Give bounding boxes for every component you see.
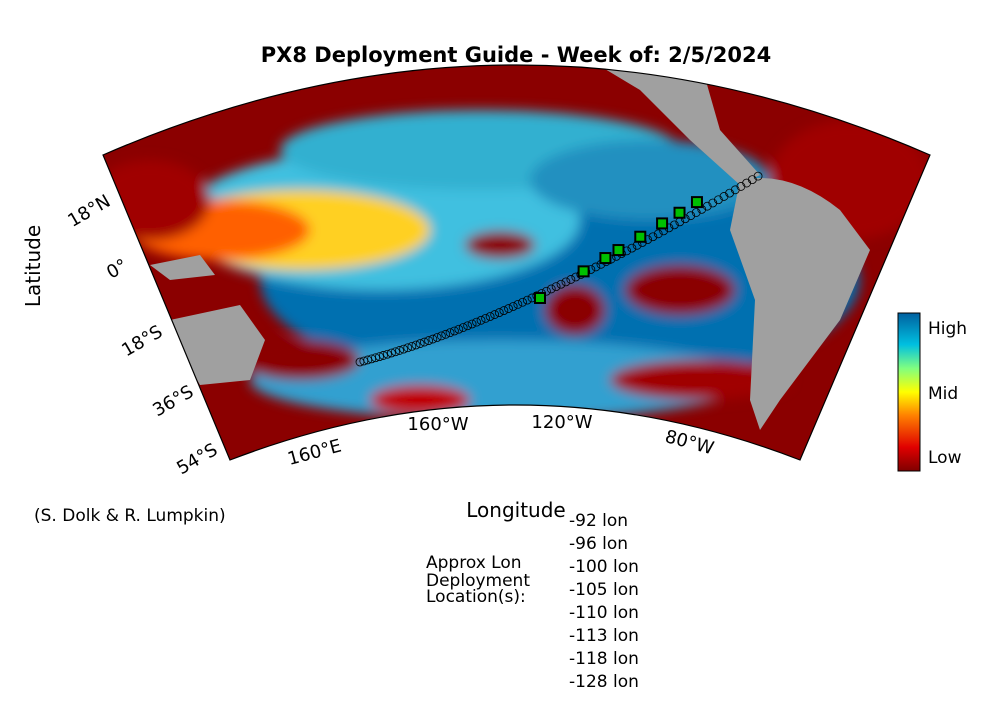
lat-label: 18°N [64,191,114,232]
lat-label: 18°S [118,321,166,361]
track-point [476,315,486,325]
deployment-location: -118 lon [569,649,639,669]
track-point [490,310,500,319]
track-point [691,208,701,217]
track-point [653,229,663,239]
deployment-location: -128 lon [569,672,639,692]
lat-label: 36°S [149,381,197,421]
track-point [546,284,556,294]
track-point [445,328,455,338]
track-point [702,201,712,211]
deployment-marker [656,217,669,230]
track-point [407,341,417,351]
track-point [686,211,696,221]
deployment-location: -92 lon [569,511,628,531]
track-point [508,302,518,311]
track-point [556,279,566,289]
title: PX8 Deployment Guide - Week of: 2/5/2024 [261,43,771,67]
track-point [399,344,409,354]
deployment-location: -100 lon [569,557,639,577]
deployment-location: -105 lon [569,580,639,600]
track-point [551,282,561,292]
track-point [708,198,718,208]
track-point [481,314,490,323]
lon-label: 120°W [531,412,592,433]
deployment-location: -110 lon [569,603,639,623]
track-point [387,348,396,358]
colorbar-label: High [928,319,967,339]
lat-label: 0° [103,255,131,283]
track-point [441,329,451,339]
track-point [454,324,464,334]
track-point [648,232,658,242]
track-point [542,286,551,296]
deployment-heading: Approx Lon [426,553,522,573]
deployment-marker [577,265,590,278]
deployment-location: -113 lon [569,626,639,646]
track-point [375,352,384,361]
deployment-marker [599,252,612,265]
track-point [713,195,723,205]
track-point [591,262,601,272]
colorbar [897,312,921,472]
track-point [463,321,473,331]
track-point [383,349,392,359]
track-point [518,297,527,307]
track-point [504,304,513,313]
track-point [669,220,679,230]
track-point [467,319,477,329]
track-point [513,299,523,309]
lat-label: 54°S [173,439,221,479]
track-point [725,188,735,198]
lon-label: 80°W [663,426,717,459]
deployment-marker [673,206,686,219]
deployment-heading: Location(s): [426,587,526,607]
lon-label: 160°E [285,435,343,469]
deployment-marker [534,292,546,304]
map-frame [102,64,931,461]
track-point [379,351,388,360]
track-point [419,337,429,347]
track-point [522,295,532,305]
deployment-marker [612,244,625,257]
deployment-location: -96 lon [569,534,628,554]
track-point [403,343,413,353]
track-point [494,308,504,317]
track-point [437,331,446,341]
track-point [424,336,434,345]
track-point [499,306,509,315]
colorbar-label: Mid [928,384,958,404]
track-point [428,334,438,344]
track-point [391,347,400,357]
track-point [363,355,373,365]
track-point [566,275,576,284]
credit: (S. Dolk & R. Lumpkin) [34,506,226,526]
track-point [753,171,763,181]
track-point [485,312,495,321]
lon-label: 160°W [407,414,468,435]
deployment-heading: Deployment [426,571,530,591]
map [103,65,930,460]
track-point [367,354,377,364]
track-point [395,346,404,355]
x-axis-label: Longitude [466,498,565,522]
track-point [472,317,481,327]
track-point [561,277,571,287]
track-point [432,333,442,342]
track-point [450,326,459,336]
track-point [411,340,421,350]
track-point [415,339,425,348]
deployment-marker [690,196,703,209]
track-point [371,353,380,363]
deployment-marker [634,230,647,243]
track-point [458,323,468,332]
colorbar-label: Low [928,448,962,468]
track-point [719,192,729,201]
y-axis-label: Latitude [21,225,45,307]
track-point [627,243,637,253]
